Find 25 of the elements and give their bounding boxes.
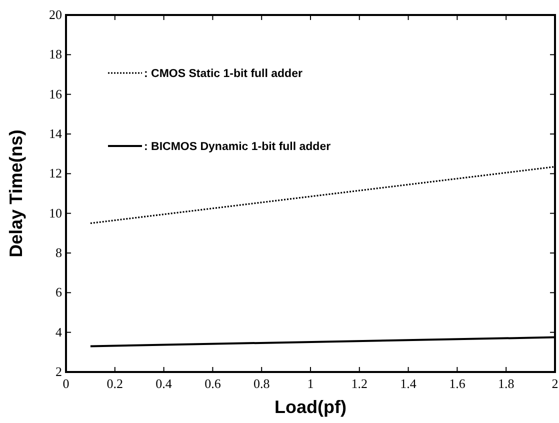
x-tick-label: 0: [62, 376, 70, 391]
x-tick-label: 0.4: [156, 376, 172, 391]
x-tick-label: 1.4: [400, 376, 417, 391]
x-tick-label: 0.8: [253, 376, 270, 391]
x-tick-label: 0.2: [106, 376, 124, 391]
y-tick-label: 16: [49, 86, 62, 102]
y-tick-label: 6: [56, 284, 62, 300]
legend-label: : BICMOS Dynamic 1-bit full adder: [144, 141, 332, 153]
x-tick-label: 2: [552, 376, 558, 391]
x-axis-title: Load(pf): [274, 397, 346, 417]
y-tick-label: 10: [49, 205, 62, 220]
x-tick-label: 1: [307, 376, 314, 391]
y-tick-label: 20: [49, 7, 62, 22]
y-tick-label: 18: [49, 46, 62, 62]
x-tick-label: 0.6: [204, 376, 222, 391]
y-tick-label: 14: [49, 126, 62, 141]
x-tick-label: 1.8: [498, 376, 514, 391]
x-tick-label: 1.2: [351, 376, 368, 391]
legend-label: : CMOS Static 1-bit full adder: [144, 68, 303, 80]
y-tick-label: 4: [56, 324, 62, 340]
y-tick-label: 2: [56, 364, 62, 379]
y-tick-label: 8: [56, 245, 62, 260]
y-tick-label: 12: [49, 166, 62, 181]
y-axis-title: Delay Time(ns): [6, 130, 26, 258]
x-tick-label: 1.6: [449, 376, 466, 391]
